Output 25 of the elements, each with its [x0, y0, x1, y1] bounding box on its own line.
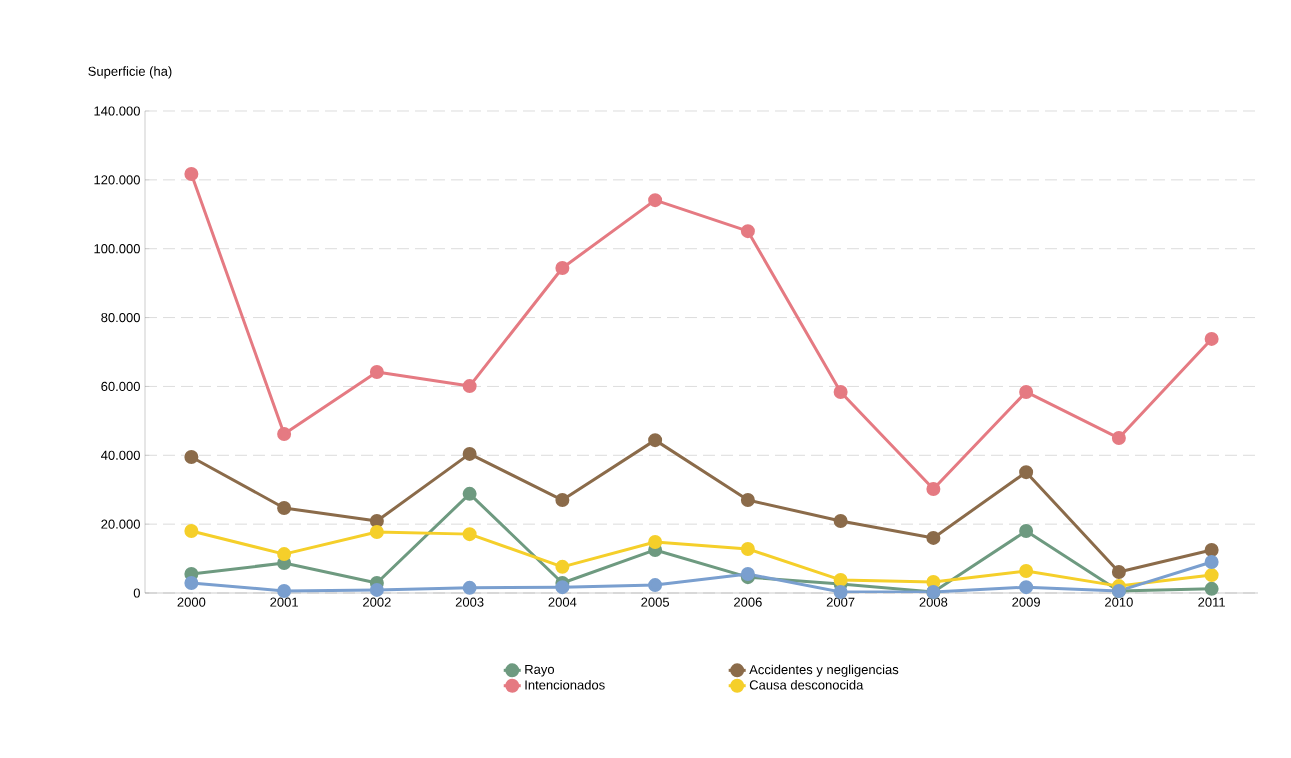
x-tick-label: 2003	[455, 597, 484, 607]
y-tick-label: 120.000	[94, 175, 140, 185]
x-tick-label: 2006	[734, 597, 762, 607]
y-tick-label: 20.000	[101, 519, 140, 529]
legend-label: Intencionados	[525, 680, 605, 690]
legend-label: Causa desconocida	[749, 680, 864, 690]
y-tick-label: 60.000	[101, 381, 140, 392]
x-tick-label: 2002	[363, 597, 391, 607]
y-tick-label: 0	[133, 588, 140, 598]
x-tick-label: 2010	[1105, 597, 1133, 607]
y-axis-title: Superficie (ha)	[88, 66, 172, 79]
x-tick-label: 2004	[548, 597, 577, 607]
y-tick-label: 40.000	[101, 450, 140, 460]
legend-label: Rayo	[525, 664, 555, 677]
x-tick-label: 2005	[641, 597, 670, 607]
x-tick-label: 2001	[270, 597, 298, 607]
x-tick-label: 2009	[1012, 597, 1040, 607]
y-tick-label: 100.000	[94, 244, 140, 254]
legend-label: Accidentes y negligencias	[749, 664, 899, 677]
y-tick-label: 140.000	[94, 106, 140, 116]
x-tick-label: 2008	[919, 597, 948, 607]
y-tick-label: 80.000	[101, 312, 140, 323]
x-tick-label: 2007	[826, 597, 855, 607]
x-tick-label: 2011	[1198, 597, 1225, 607]
x-tick-label: 2000	[177, 597, 206, 607]
